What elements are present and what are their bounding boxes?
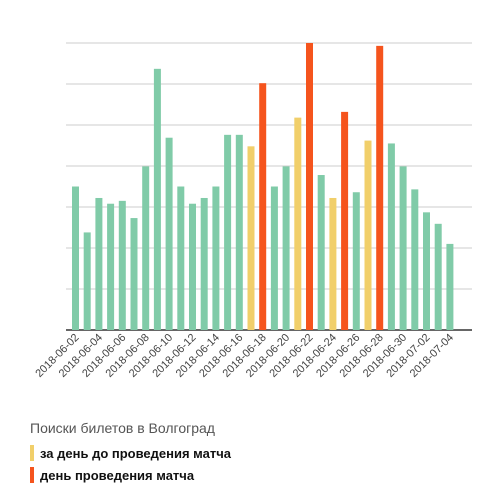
bar-2018-06-11: [177, 186, 185, 330]
bar-2018-07-04: [446, 243, 454, 330]
legend-item-match-day: день проведения матча: [30, 464, 231, 486]
bar-2018-06-18: [259, 83, 267, 331]
bar-2018-06-06: [118, 200, 126, 330]
gridlines: [66, 42, 472, 331]
bars: [72, 43, 454, 331]
bar-2018-06-07: [130, 218, 138, 330]
bar-2018-06-21: [294, 117, 302, 331]
bar-2018-06-19: [270, 186, 278, 330]
legend-item-day-before: за день до проведения матча: [30, 442, 231, 464]
bar-2018-06-23: [317, 175, 325, 330]
legend-label-day-before: за день до проведения матча: [40, 445, 232, 461]
bar-2018-07-03: [434, 223, 442, 330]
bar-2018-06-09: [153, 68, 161, 330]
bar-2018-06-22: [306, 43, 313, 330]
bar-2018-06-05: [107, 203, 115, 330]
bar-2018-06-12: [189, 203, 196, 330]
bar-2018-06-14: [212, 186, 220, 330]
bar-2018-06-28: [376, 45, 384, 331]
legend-swatch-match-day: [30, 467, 34, 483]
bar-2018-06-10: [165, 137, 173, 330]
bar-2018-06-27: [364, 140, 372, 330]
bar-2018-06-17: [247, 146, 255, 330]
bar-chart: 2018-06-022018-06-042018-06-062018-06-08…: [33, 42, 472, 380]
bar-2018-06-30: [399, 166, 407, 330]
bar-2018-06-26: [352, 192, 360, 330]
bar-2018-07-01: [411, 189, 419, 330]
bar-2018-06-08: [142, 166, 150, 330]
bar-2018-06-04: [95, 197, 103, 330]
legend-title: Поиски билетов в Волгоград: [30, 420, 215, 436]
bar-2018-06-16: [235, 134, 243, 330]
bar-2018-06-24: [329, 197, 337, 330]
bar-2018-06-02: [72, 186, 79, 330]
legend-label-match-day: день проведения матча: [40, 467, 195, 483]
bar-2018-06-25: [341, 111, 349, 330]
legend-swatch-day-before: [30, 445, 34, 461]
bar-2018-07-02: [423, 212, 430, 330]
bar-2018-06-29: [387, 143, 395, 330]
x-tick-labels: 2018-06-022018-06-042018-06-062018-06-08…: [33, 332, 456, 380]
bar-2018-06-15: [224, 134, 232, 330]
bar-2018-06-20: [282, 166, 290, 330]
bar-2018-06-13: [200, 197, 208, 330]
legend: Поиски билетов в Волгоград за день до пр…: [30, 420, 231, 486]
bar-2018-06-03: [83, 232, 91, 330]
